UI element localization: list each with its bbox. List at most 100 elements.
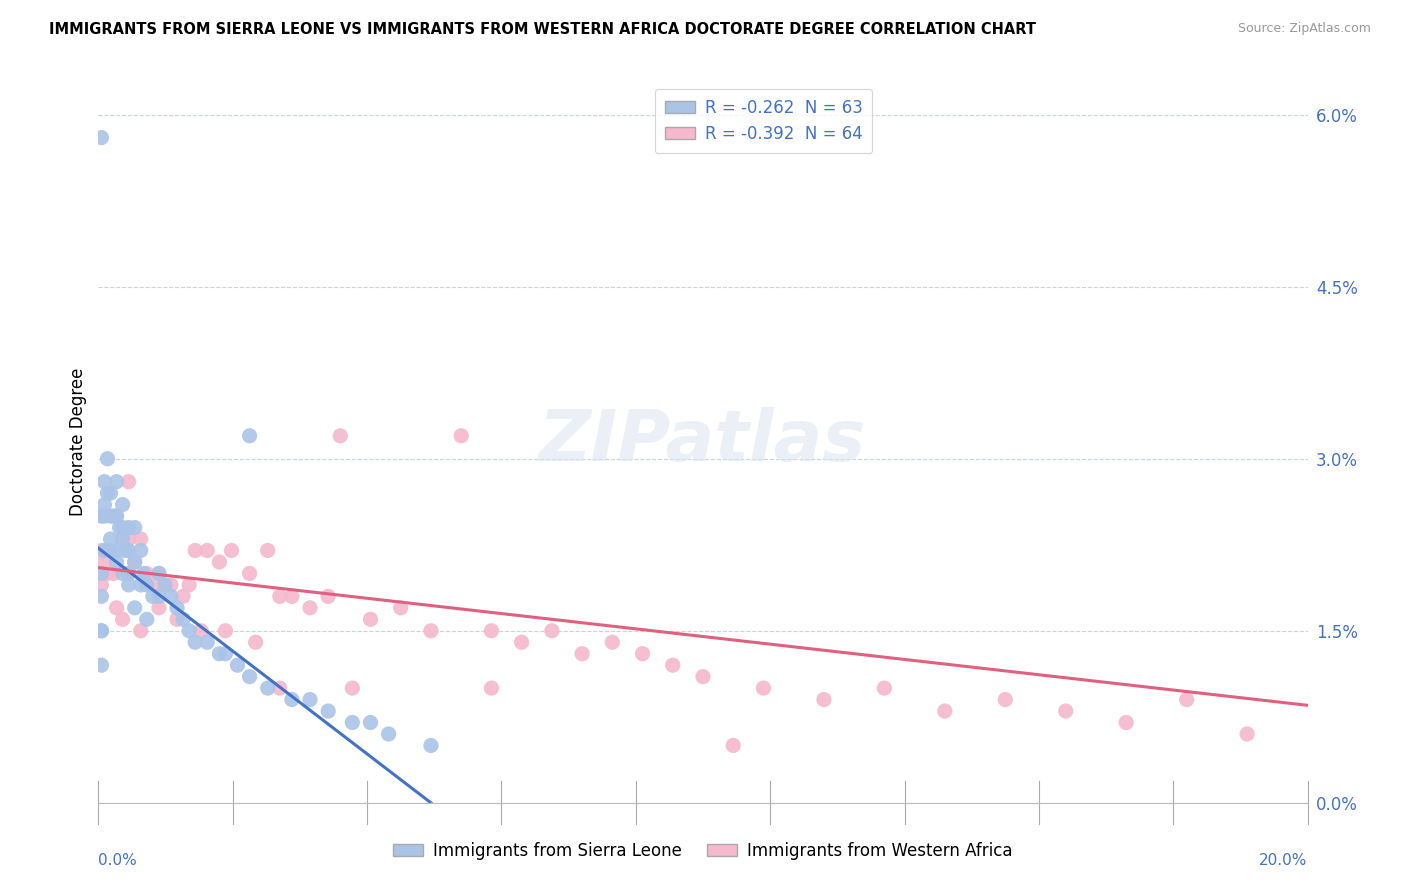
Point — [994, 692, 1017, 706]
Y-axis label: Doctorate Degree: Doctorate Degree — [69, 368, 87, 516]
Point — [195, 635, 218, 649]
Point — [114, 543, 136, 558]
Point — [148, 566, 170, 581]
Point — [631, 647, 654, 661]
Text: IMMIGRANTS FROM SIERRA LEONE VS IMMIGRANTS FROM WESTERN AFRICA DOCTORATE DEGREE : IMMIGRANTS FROM SIERRA LEONE VS IMMIGRAN… — [49, 22, 1036, 37]
Point — [420, 739, 443, 753]
Point — [129, 543, 152, 558]
Point — [90, 578, 112, 592]
Point — [105, 555, 128, 569]
Point — [90, 566, 112, 581]
Point — [281, 590, 304, 604]
Point — [299, 600, 322, 615]
Point — [118, 520, 141, 534]
Point — [256, 681, 278, 695]
Point — [208, 647, 231, 661]
Point — [148, 590, 170, 604]
Point — [1054, 704, 1077, 718]
Point — [90, 509, 112, 524]
Point — [813, 692, 835, 706]
Point — [129, 578, 152, 592]
Point — [105, 600, 128, 615]
Point — [195, 543, 218, 558]
Point — [256, 543, 278, 558]
Point — [281, 692, 304, 706]
Point — [239, 566, 262, 581]
Point — [153, 578, 176, 592]
Point — [179, 578, 201, 592]
Point — [208, 555, 231, 569]
Point — [129, 624, 152, 638]
Text: 20.0%: 20.0% — [1260, 854, 1308, 869]
Point — [342, 681, 364, 695]
Point — [377, 727, 399, 741]
Point — [153, 578, 176, 592]
Point — [93, 498, 115, 512]
Point — [692, 670, 714, 684]
Text: ZIPatlas: ZIPatlas — [540, 407, 866, 476]
Point — [124, 600, 146, 615]
Point — [90, 624, 112, 638]
Point — [111, 566, 134, 581]
Point — [481, 681, 503, 695]
Point — [103, 509, 125, 524]
Point — [124, 555, 146, 569]
Point — [118, 566, 141, 581]
Point — [934, 704, 956, 718]
Point — [118, 543, 141, 558]
Point — [108, 520, 131, 534]
Point — [389, 600, 412, 615]
Point — [105, 509, 128, 524]
Point — [179, 624, 201, 638]
Point — [214, 624, 236, 638]
Point — [100, 532, 122, 546]
Point — [148, 566, 170, 581]
Point — [184, 543, 207, 558]
Point — [96, 451, 118, 466]
Point — [118, 475, 141, 489]
Point — [105, 475, 128, 489]
Point — [602, 635, 624, 649]
Point — [239, 670, 262, 684]
Point — [129, 532, 152, 546]
Point — [172, 590, 194, 604]
Point — [481, 624, 503, 638]
Point — [316, 704, 339, 718]
Point — [299, 692, 322, 706]
Point — [93, 543, 115, 558]
Point — [100, 486, 122, 500]
Point — [1236, 727, 1258, 741]
Point — [118, 566, 141, 581]
Point — [571, 647, 593, 661]
Point — [214, 647, 236, 661]
Point — [135, 578, 157, 592]
Point — [93, 475, 115, 489]
Point — [124, 555, 146, 569]
Point — [105, 509, 128, 524]
Point — [540, 624, 562, 638]
Point — [118, 578, 141, 592]
Text: Source: ZipAtlas.com: Source: ZipAtlas.com — [1237, 22, 1371, 36]
Point — [723, 739, 745, 753]
Point — [135, 612, 157, 626]
Point — [160, 590, 183, 604]
Point — [190, 624, 212, 638]
Point — [752, 681, 775, 695]
Point — [93, 555, 115, 569]
Point — [111, 498, 134, 512]
Point — [166, 600, 188, 615]
Point — [90, 658, 112, 673]
Point — [111, 520, 134, 534]
Point — [148, 600, 170, 615]
Point — [124, 520, 146, 534]
Point — [135, 566, 157, 581]
Point — [96, 566, 118, 581]
Point — [90, 590, 112, 604]
Point — [510, 635, 533, 649]
Point — [103, 566, 125, 581]
Point — [105, 543, 128, 558]
Point — [226, 658, 249, 673]
Point — [661, 658, 683, 673]
Point — [142, 590, 165, 604]
Point — [118, 532, 141, 546]
